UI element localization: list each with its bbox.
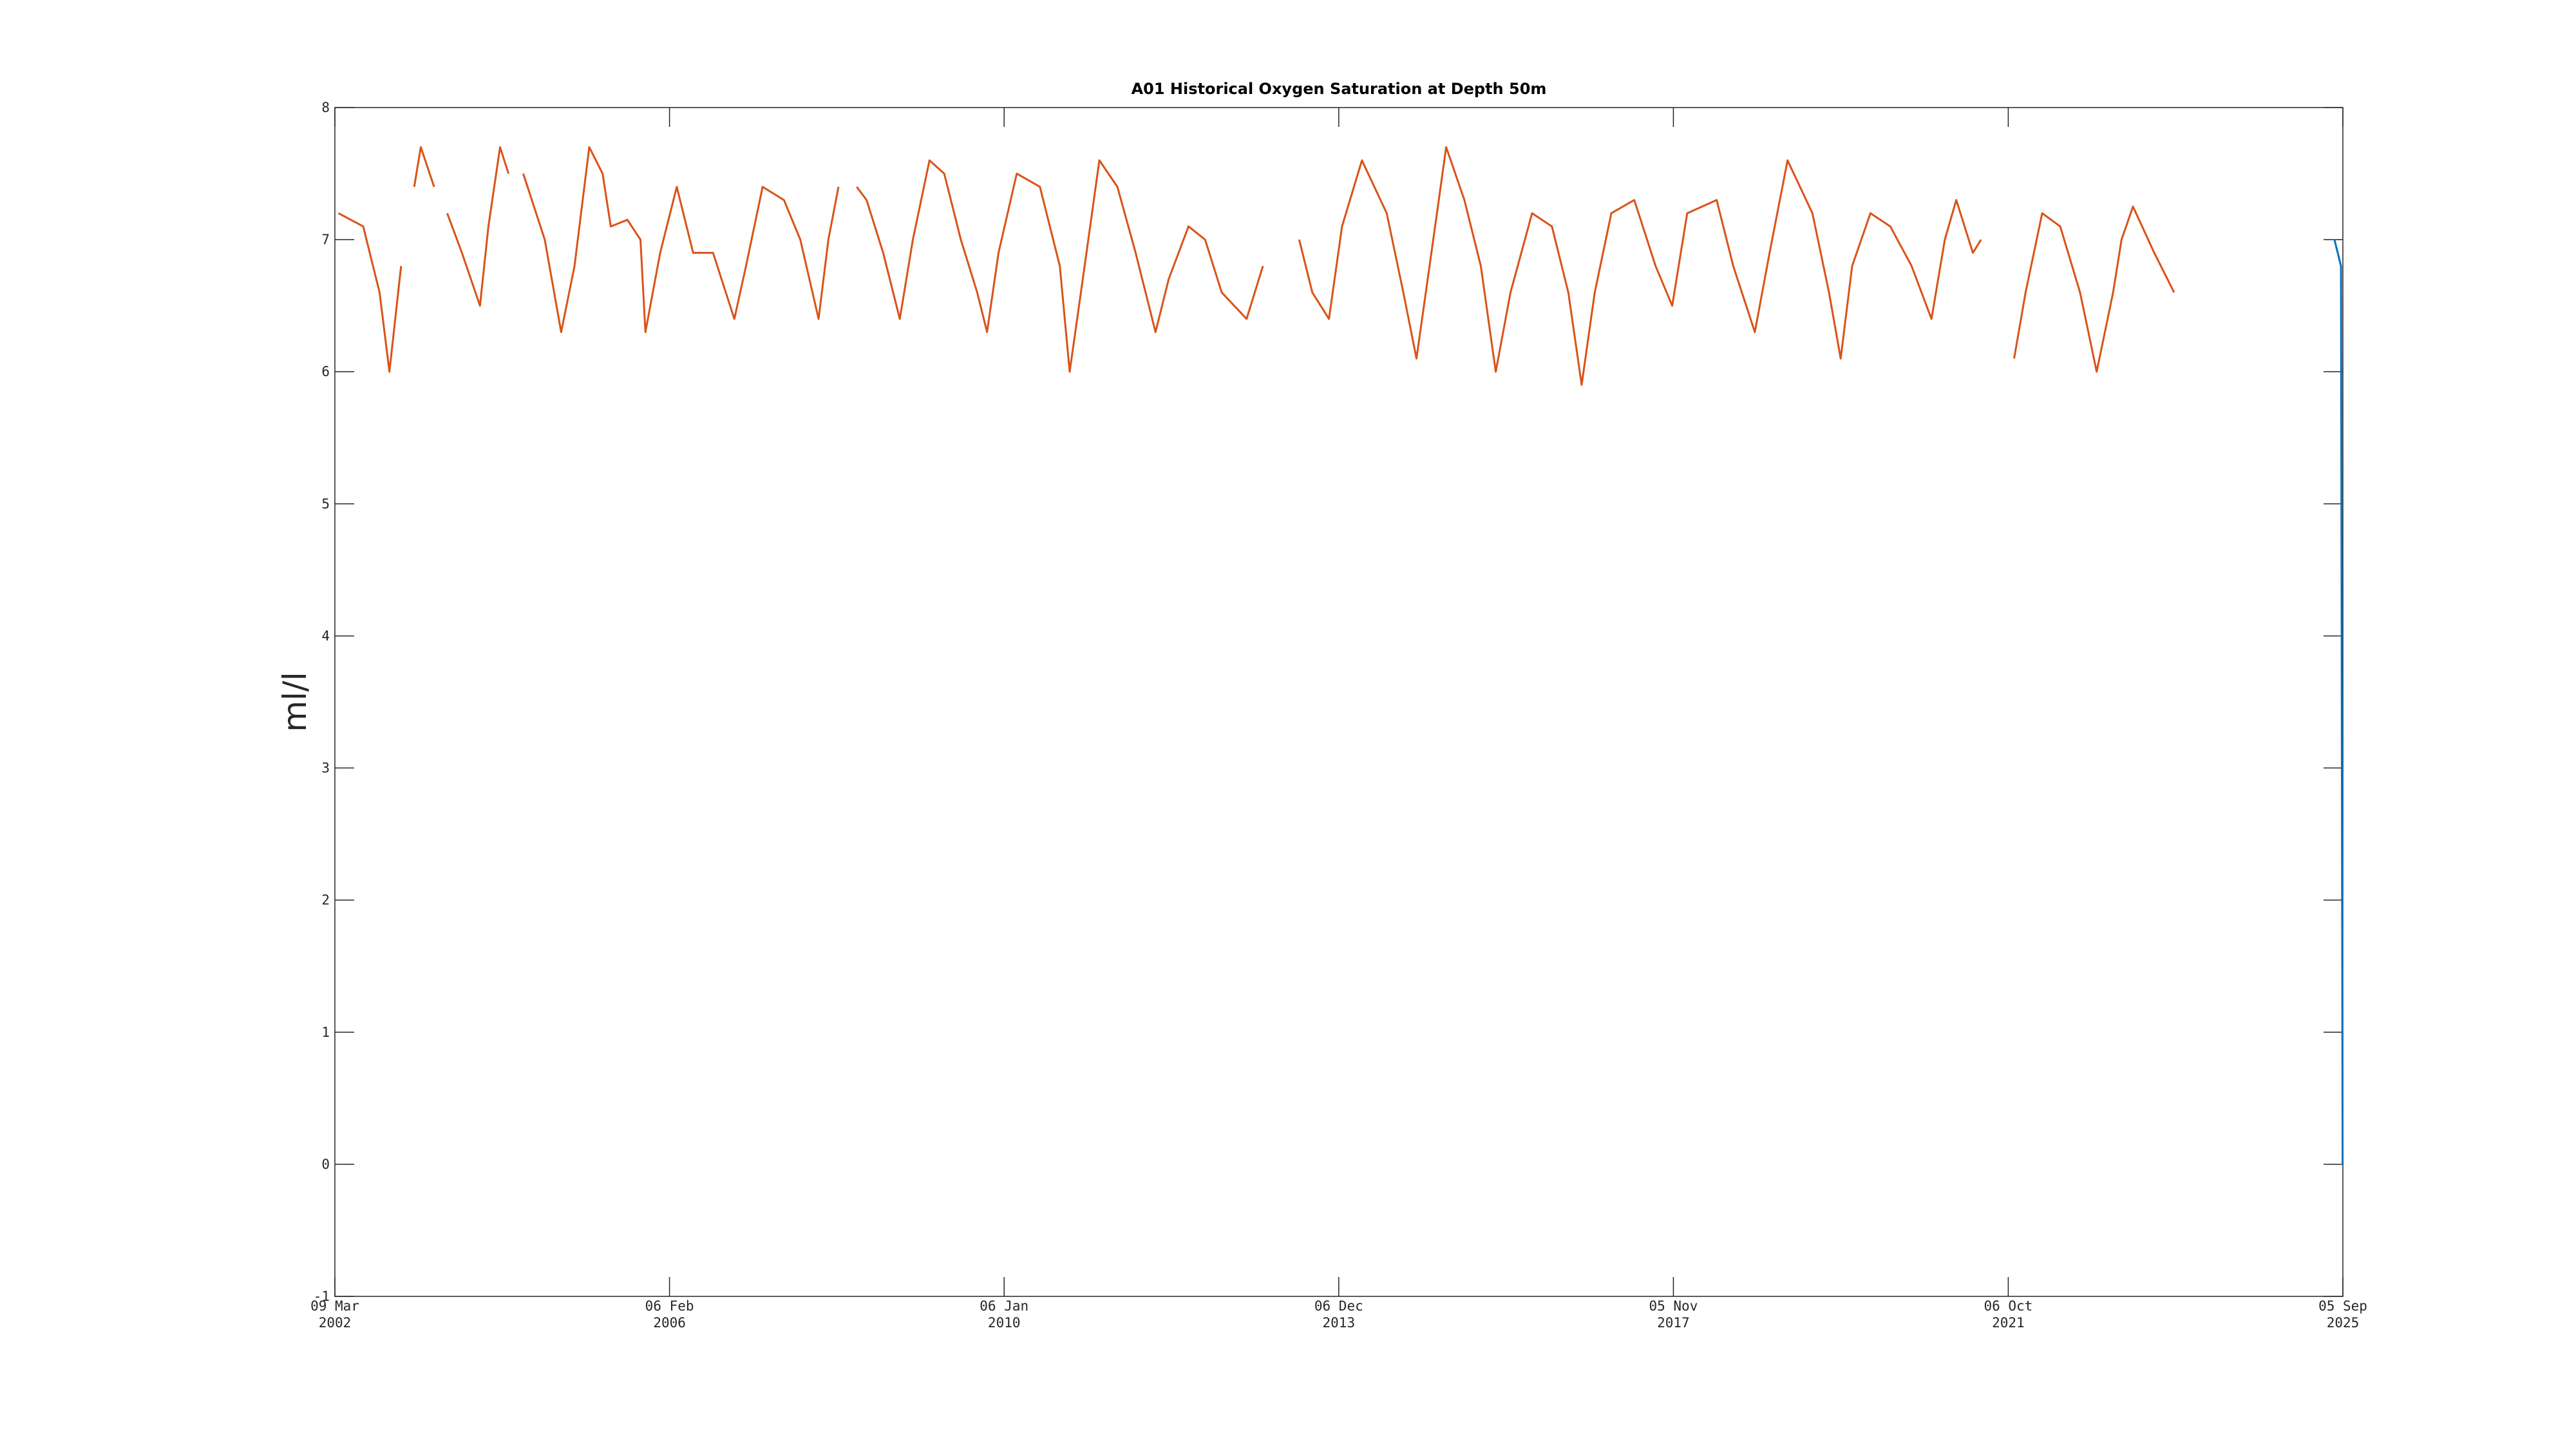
x-tick-label: 2021 xyxy=(1992,1315,2025,1331)
chart-title: A01 Historical Oxygen Saturation at Dept… xyxy=(1132,80,1547,98)
x-tick-label: 05 Nov xyxy=(1649,1298,1698,1314)
x-tick-label: 2006 xyxy=(653,1315,686,1331)
x-tick-label: 09 Mar xyxy=(310,1298,359,1314)
y-tick-label: 2 xyxy=(321,893,330,908)
y-tick-label: 5 xyxy=(321,496,330,511)
y-tick-label: 6 xyxy=(321,364,330,379)
x-tick-label: 2025 xyxy=(2327,1315,2360,1331)
x-tick-label: 06 Feb xyxy=(645,1298,694,1314)
data-line xyxy=(337,146,2175,386)
y-tick-label: 4 xyxy=(321,628,330,643)
x-tick-label: 05 Sep xyxy=(2318,1298,2367,1314)
y-axis-label: ml/l xyxy=(276,672,314,732)
x-tick-label: 06 Oct xyxy=(1984,1298,2032,1314)
y-tick-label: 3 xyxy=(321,761,330,776)
y-tick-label: 8 xyxy=(321,100,330,115)
y-tick-label: 1 xyxy=(321,1025,330,1040)
x-tick-label: 2017 xyxy=(1657,1315,1690,1331)
data-line xyxy=(2333,239,2344,1164)
y-tick-label: 7 xyxy=(321,232,330,247)
x-tick-label: 2002 xyxy=(319,1315,352,1331)
y-tick-label: -1 xyxy=(314,1289,330,1304)
y-tick-label: 0 xyxy=(321,1157,330,1172)
x-tick-label: 06 Jan xyxy=(980,1298,1028,1314)
x-tick-label: 2010 xyxy=(988,1315,1021,1331)
x-tick-label: 06 Dec xyxy=(1314,1298,1363,1314)
x-tick-label: 2013 xyxy=(1323,1315,1356,1331)
